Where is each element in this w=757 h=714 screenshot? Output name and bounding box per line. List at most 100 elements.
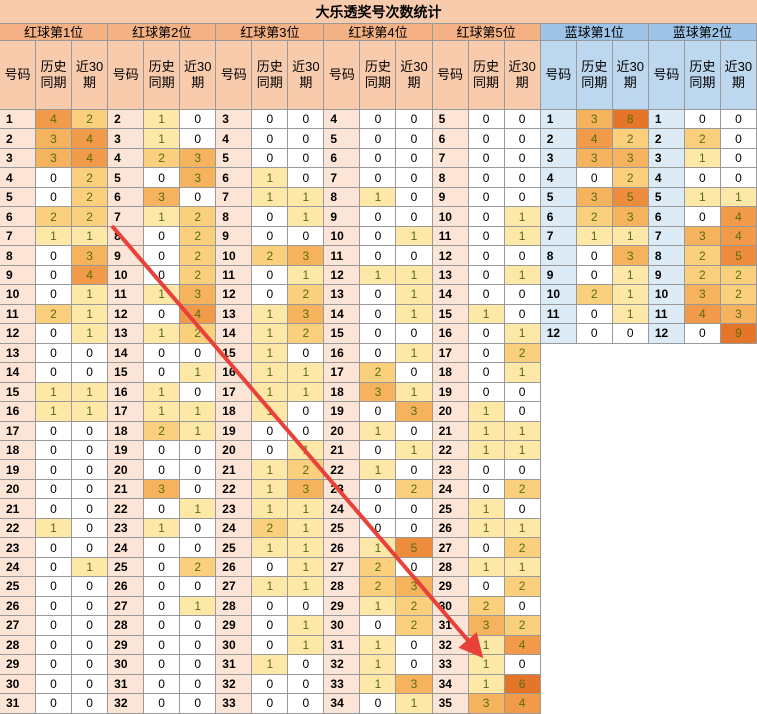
history-count: 0: [144, 246, 181, 266]
table-row: 24 2 1: [216, 518, 325, 539]
ball-number: 18: [216, 402, 253, 422]
history-count: 0: [468, 479, 505, 500]
recent-count: 4: [720, 207, 757, 227]
recent-count: 2: [612, 168, 649, 188]
ball-number: 15: [0, 382, 36, 403]
recent-count: 0: [288, 655, 325, 675]
recent-count: 0: [720, 129, 757, 149]
ball-number: 3: [216, 110, 253, 130]
history-count: 0: [36, 343, 72, 364]
ball-number: 17: [108, 402, 145, 422]
table-row: 32 0 0: [216, 674, 325, 695]
history-count: 1: [144, 382, 181, 403]
ball-number: 28: [432, 557, 469, 578]
history-count: 1: [468, 402, 505, 422]
table-row: 24 0 2: [432, 479, 541, 500]
sub-header-row: 号码 历史同期 近30期: [0, 41, 109, 110]
ball-number: 16: [432, 324, 469, 344]
history-count: 0: [36, 577, 72, 597]
table-row: 10 0 1: [0, 285, 109, 305]
recent-count: 1: [396, 304, 433, 325]
history-count: 0: [468, 129, 505, 149]
recent-count: 1: [180, 402, 217, 422]
history-count: 0: [360, 168, 397, 188]
ball-number: 5: [108, 168, 145, 188]
column-header: 近30期: [504, 41, 541, 110]
history-count: 0: [576, 304, 613, 325]
table-row: 20 0 0: [0, 479, 109, 500]
ball-number: 9: [648, 265, 685, 286]
ball-number: 1: [648, 110, 685, 130]
recent-count: 0: [288, 421, 325, 441]
recent-count: 0: [72, 596, 109, 617]
history-count: 0: [252, 616, 289, 636]
recent-count: 1: [288, 440, 325, 461]
ball-number: 33: [432, 655, 469, 675]
ball-number: 17: [0, 421, 36, 441]
ball-number: 24: [108, 538, 145, 558]
column-group: 蓝球第1位 号码 历史同期 近30期 1 3 8 2 4 2 3 3 3 4 0 2 5 3 5 6 2 3 7 1 1 8 0 3 9…: [540, 24, 649, 344]
column-group: 红球第1位 号码 历史同期 近30期 1 4 2 2 3 4 3 3 4 4 0 2 5 0 2 6 2 2 7 1 1 8 0 3 9…: [0, 24, 109, 714]
ball-number: 8: [216, 207, 253, 227]
recent-count: 3: [720, 304, 757, 325]
ball-number: 11: [0, 304, 36, 325]
history-count: 1: [252, 187, 289, 208]
sub-header-row: 号码 历史同期 近30期: [324, 41, 433, 110]
recent-count: 0: [504, 246, 541, 266]
recent-count: 0: [180, 694, 217, 714]
ball-number: 23: [216, 499, 253, 519]
ball-number: 19: [0, 460, 36, 480]
ball-number: 29: [324, 596, 361, 617]
recent-count: 8: [612, 110, 649, 130]
table-row: 21 3 0: [108, 479, 217, 500]
recent-count: 2: [720, 265, 757, 286]
history-count: 1: [252, 538, 289, 558]
recent-count: 1: [288, 207, 325, 227]
recent-count: 0: [288, 226, 325, 247]
recent-count: 2: [396, 479, 433, 500]
history-count: 0: [144, 168, 181, 188]
recent-count: 2: [288, 285, 325, 305]
recent-count: 1: [72, 304, 109, 325]
history-count: 0: [468, 187, 505, 208]
recent-count: 0: [720, 148, 757, 169]
ball-number: 4: [324, 110, 361, 130]
history-count: 1: [468, 655, 505, 675]
recent-count: 0: [396, 518, 433, 539]
recent-count: 0: [72, 499, 109, 519]
table-row: 15 0 0: [324, 324, 433, 344]
recent-count: 5: [612, 187, 649, 208]
ball-number: 10: [648, 285, 685, 305]
history-count: 0: [252, 596, 289, 617]
recent-count: 0: [396, 129, 433, 149]
ball-number: 27: [108, 596, 145, 617]
history-count: 3: [36, 129, 72, 149]
history-count: 0: [684, 207, 721, 227]
history-count: 0: [468, 246, 505, 266]
recent-count: 1: [288, 363, 325, 383]
recent-count: 0: [396, 168, 433, 188]
history-count: 0: [468, 343, 505, 364]
table-row: 24 0 0: [108, 538, 217, 558]
ball-number: 20: [324, 421, 361, 441]
recent-count: 1: [396, 226, 433, 247]
history-count: 0: [360, 304, 397, 325]
recent-count: 1: [720, 187, 757, 208]
history-count: 0: [252, 557, 289, 578]
recent-count: 1: [396, 440, 433, 461]
table-row: 18 0 1: [432, 363, 541, 383]
recent-count: 1: [180, 363, 217, 383]
history-count: 0: [360, 402, 397, 422]
ball-number: 19: [216, 421, 253, 441]
recent-count: 1: [396, 382, 433, 403]
